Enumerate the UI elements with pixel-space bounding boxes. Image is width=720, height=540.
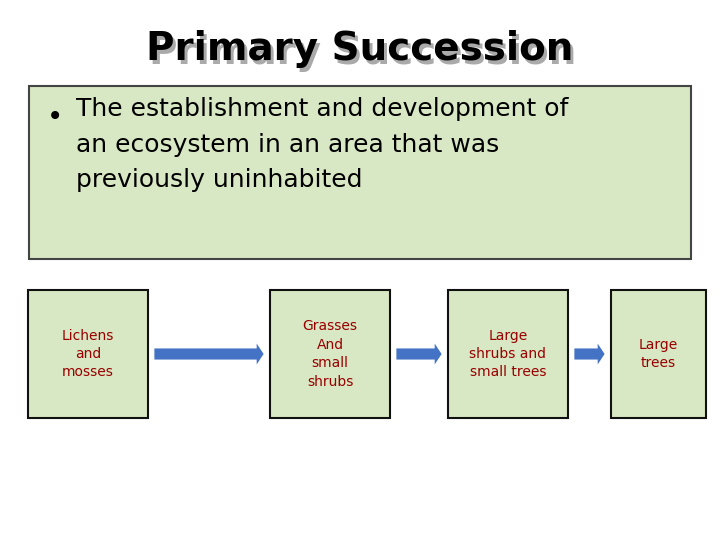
Text: Primary Succession: Primary Succession: [146, 30, 574, 68]
Text: The establishment and development of
an ecosystem in an area that was
previously: The establishment and development of an …: [76, 97, 568, 192]
Text: Large
trees: Large trees: [639, 338, 678, 370]
Text: Grasses
And
small
shrubs: Grasses And small shrubs: [302, 319, 358, 389]
FancyBboxPatch shape: [448, 290, 568, 418]
Text: Lichens
and
mosses: Lichens and mosses: [62, 329, 114, 380]
Text: Large
shrubs and
small trees: Large shrubs and small trees: [469, 329, 546, 380]
FancyBboxPatch shape: [270, 290, 390, 418]
FancyBboxPatch shape: [29, 86, 691, 259]
Text: •: •: [47, 103, 63, 131]
Text: Primary Succession: Primary Succession: [149, 34, 577, 72]
FancyBboxPatch shape: [611, 290, 706, 418]
FancyBboxPatch shape: [28, 290, 148, 418]
